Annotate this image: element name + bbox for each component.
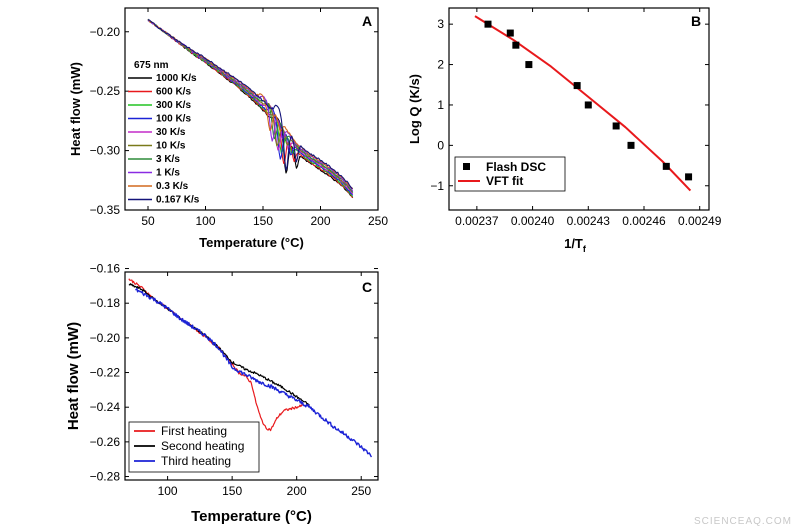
a-x-tick-label: 50 (141, 214, 155, 228)
a-legend-label: 1000 K/s (156, 73, 197, 84)
a-y-tick-label: −0.35 (90, 203, 121, 217)
a-x-tick-label: 250 (368, 214, 388, 228)
b-data-point (584, 101, 592, 109)
c-x-tick-label: 150 (222, 484, 242, 498)
b-y-tick-label: −1 (430, 179, 444, 193)
b-y-axis-title: Log Q (K/s) (407, 74, 422, 144)
c-y-axis-title: Heat flow (mW) (65, 322, 82, 430)
watermark: SCIENCEAQ.COM (694, 516, 792, 527)
a-y-axis-title: Heat flow (mW) (68, 62, 83, 156)
a-legend-label: 1 K/s (156, 168, 180, 179)
c-x-tick-label: 100 (158, 484, 178, 498)
b-x-axis-title-main: 1/T (564, 236, 583, 251)
c-y-tick-label: −0.24 (90, 400, 121, 414)
b-data-point (685, 173, 693, 181)
c-legend-label: Third heating (161, 454, 231, 468)
b-x-tick-label: 0.00237 (455, 214, 499, 228)
b-legend-label: VFT fit (486, 174, 523, 188)
b-x-tick-label: 0.00249 (678, 214, 722, 228)
b-y-tick-label: 0 (437, 138, 444, 152)
c-legend-label: First heating (161, 424, 227, 438)
a-legend-label: 3 K/s (156, 154, 180, 165)
c-panel-letter: C (362, 279, 372, 295)
panel-c: 100 150 200 250 −0.28 −0.26 −0.24 −0.22 −0.20 −0.… (65, 262, 379, 525)
c-y-tick-label: −0.18 (90, 296, 121, 310)
a-legend-label: 300 K/s (156, 100, 191, 111)
c-y-tick-label: −0.28 (90, 470, 121, 484)
b-x-tick-label: 0.00240 (511, 214, 555, 228)
b-x-axis-title: 1/Tf (564, 236, 587, 254)
a-x-tick-label: 150 (253, 214, 273, 228)
b-y-tick-label: 1 (437, 98, 444, 112)
c-y-tick-label: −0.26 (90, 435, 121, 449)
b-legend-box (454, 156, 566, 192)
a-legend-label: 0.3 K/s (156, 181, 189, 192)
a-legend-label: 0.167 K/s (156, 195, 200, 206)
a-x-tick-label: 200 (310, 214, 330, 228)
b-data-point (612, 122, 620, 130)
c-x-tick-label: 200 (287, 484, 307, 498)
b-x-tick-label: 0.00243 (567, 214, 611, 228)
b-panel-letter: B (691, 13, 701, 29)
b-x-axis-title-sub: f (583, 244, 587, 254)
a-legend-title: 675 nm (134, 60, 169, 71)
c-y-tick-label: −0.22 (90, 366, 121, 380)
b-legend-label: Flash DSC (486, 160, 546, 174)
c-series-line (128, 278, 304, 432)
c-series-line (135, 288, 373, 458)
b-data-point (573, 82, 581, 90)
c-plot-frame (124, 271, 379, 481)
b-data-point (506, 29, 514, 37)
b-legend-swatch-square (463, 163, 470, 170)
b-data-point (525, 61, 533, 69)
b-plot-frame (448, 7, 710, 211)
b-y-tick-label: 2 (437, 58, 444, 72)
a-y-tick-label: −0.30 (90, 144, 121, 158)
a-y-tick-label: −0.25 (90, 84, 121, 98)
b-y-tick-label: 3 (437, 17, 444, 31)
a-legend-label: 10 K/s (156, 141, 186, 152)
c-x-tick-label: 250 (351, 484, 371, 498)
panel-b: 0.00237 0.00240 0.00243 0.00246 0.00249 −1 0 1 2… (407, 7, 722, 254)
c-x-axis-title: Temperature (°C) (191, 508, 312, 525)
a-x-tick-label: 100 (195, 214, 215, 228)
a-legend-label: 30 K/s (156, 127, 186, 138)
a-series-line (147, 19, 353, 189)
a-y-tick-label: −0.20 (90, 25, 121, 39)
c-y-tick-label: −0.16 (90, 262, 121, 276)
panel-a: 50 100 150 200 250 −0.35 −0.30 −0.25 −0.20 675 nm… (68, 7, 388, 250)
a-plot-frame (124, 7, 379, 211)
b-data-point (484, 20, 492, 28)
a-x-axis-title: Temperature (°C) (199, 235, 304, 250)
b-x-tick-label: 0.00246 (622, 214, 666, 228)
b-data-point (662, 162, 670, 170)
b-data-point (627, 141, 635, 149)
b-data-point (512, 41, 520, 49)
a-panel-letter: A (362, 13, 372, 29)
c-y-tick-label: −0.20 (90, 331, 121, 345)
a-legend-label: 600 K/s (156, 87, 191, 98)
c-legend-label: Second heating (161, 439, 244, 453)
b-vft-fit-line (474, 15, 692, 192)
a-legend-label: 100 K/s (156, 114, 191, 125)
